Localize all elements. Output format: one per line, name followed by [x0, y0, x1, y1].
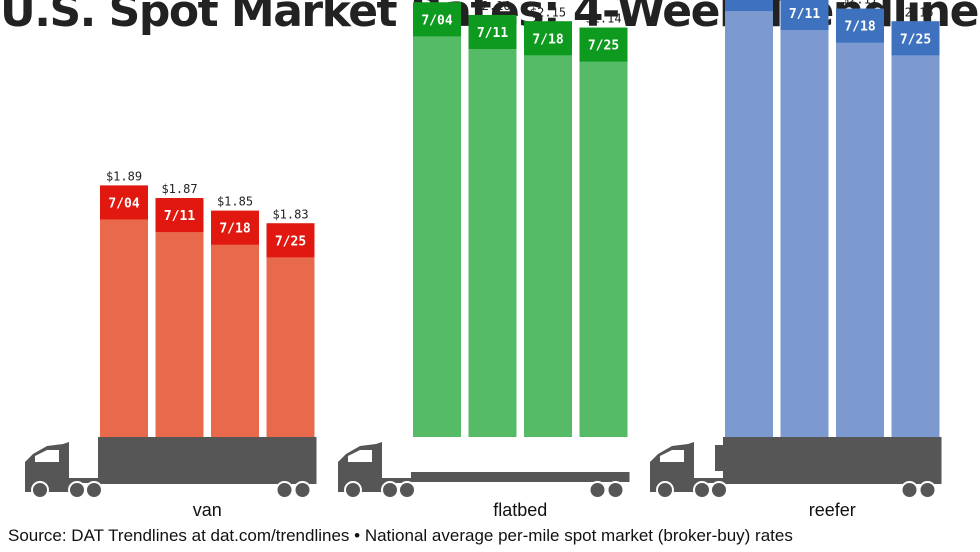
flatbed-bar-cap-7-25 [579, 27, 628, 62]
van-bar-cap-7-25 [266, 223, 315, 258]
week-label: 7/25 [900, 32, 931, 47]
flatbed-bar-7-04 [413, 2, 461, 438]
flatbed-bar-cap-7-11 [468, 14, 517, 49]
week-label: 7/04 [421, 13, 452, 28]
week-label: 7/25 [588, 39, 619, 54]
van-bar-7-11 [155, 198, 204, 437]
reefer-bar-7-25 [891, 21, 940, 438]
week-label: 7/11 [164, 209, 195, 224]
value-label: $1.89 [106, 169, 142, 183]
week-label: 7/04 [733, 0, 764, 3]
reefer-bar-7-11 [780, 0, 829, 437]
week-label: 7/11 [789, 7, 820, 22]
value-label: $2.15 [897, 5, 933, 19]
category-label-reefer: reefer [809, 500, 856, 520]
week-label: 7/18 [532, 32, 563, 47]
value-label: $1.83 [272, 207, 308, 221]
value-label: $2.14 [585, 12, 621, 26]
week-label: 7/11 [477, 26, 508, 41]
flatbed-bar-cap-7-04 [413, 2, 461, 37]
van-bar-7-25 [266, 223, 315, 437]
reefer-bar-7-18 [836, 8, 884, 437]
week-label: 7/18 [219, 222, 250, 237]
reefer-bar-cap-7-11 [780, 0, 829, 31]
flatbed-bar-7-25 [579, 27, 628, 437]
van-bar-7-18 [211, 210, 259, 437]
week-label: 7/25 [275, 234, 306, 249]
van-bar-cap-7-18 [211, 210, 259, 245]
week-label: 7/18 [844, 20, 875, 35]
source-note: Source: DAT Trendlines at dat.com/trendl… [8, 526, 793, 545]
value-label: $1.87 [161, 182, 197, 196]
category-label-flatbed: flatbed [493, 500, 547, 520]
value-label: $1.85 [217, 195, 253, 209]
value-label: $2.15 [530, 5, 566, 19]
reefer-trailer-icon [693, 437, 942, 499]
truck-cab-icon [650, 442, 698, 499]
reefer-bar-cap-7-25 [891, 21, 940, 56]
reefer-bar-7-04 [725, 0, 773, 437]
reefer-bar-cap-7-18 [836, 8, 884, 43]
value-label: $2.16 [474, 0, 510, 13]
week-label: 7/04 [108, 196, 139, 211]
flatbed-bar-7-11 [468, 14, 517, 437]
flatbed-bar-7-18 [524, 21, 572, 438]
flatbed-bar-cap-7-18 [524, 21, 572, 56]
flatbed-trailer-icon [381, 472, 630, 499]
value-label: $2.17 [842, 0, 878, 7]
truck-cab-icon [338, 442, 386, 499]
category-label-van: van [193, 500, 222, 520]
van-bar-cap-7-04 [100, 185, 148, 220]
truck-cab-icon [25, 442, 73, 499]
reefer-bar-cap-7-04 [725, 0, 773, 12]
van-bar-cap-7-11 [155, 198, 204, 233]
van-trailer-icon [68, 437, 317, 499]
van-bar-7-04 [100, 185, 148, 437]
